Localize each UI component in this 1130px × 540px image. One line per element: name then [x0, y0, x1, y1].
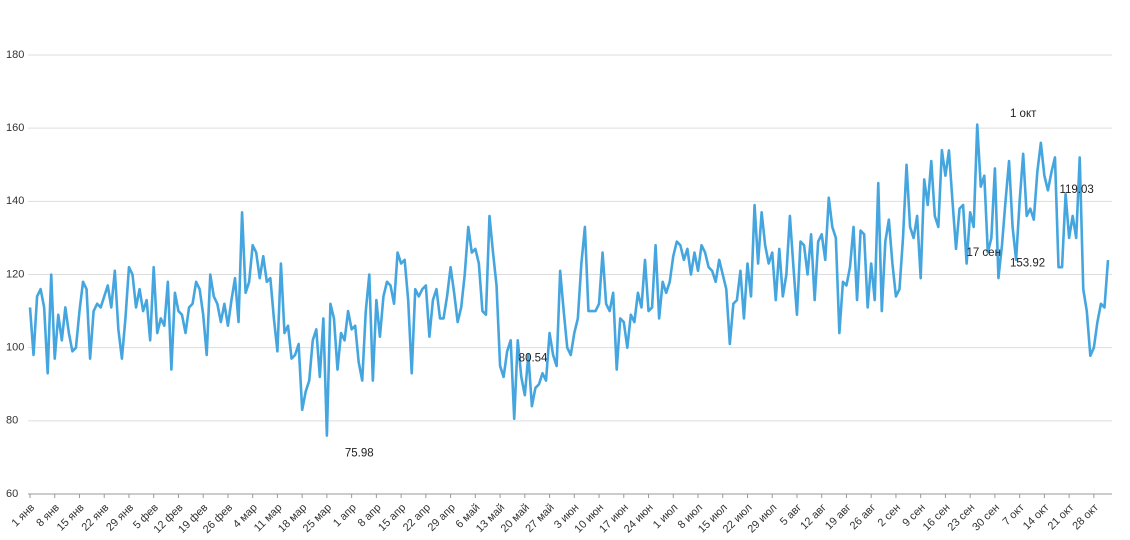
y-tick-label: 180: [6, 49, 24, 61]
x-tick-label: 21 окт: [1046, 502, 1077, 533]
x-tick-label: 1 янв: [10, 502, 38, 530]
x-tick-label: 30 сен: [970, 502, 1002, 534]
x-tick-label: 29 апр: [426, 502, 458, 534]
annotation-date: 1 окт: [1010, 108, 1037, 120]
x-tick-label: 29 янв: [104, 502, 136, 534]
annotation-value: 75.98: [345, 448, 374, 460]
annotation-value: 80.54: [519, 352, 548, 364]
x-tick-label: 28 окт: [1070, 502, 1101, 533]
y-tick-label: 80: [6, 415, 18, 427]
x-tick-label: 16 сен: [921, 502, 953, 534]
x-tick-label: 23 сен: [946, 502, 978, 534]
annotation-value: 153.92: [1010, 257, 1045, 269]
y-tick-label: 160: [6, 122, 24, 134]
x-tick-label: 1 июл: [651, 502, 681, 532]
x-tick-label: 26 авг: [848, 502, 879, 533]
x-tick-label: 14 окт: [1021, 502, 1052, 533]
y-tick-label: 100: [6, 342, 24, 354]
x-tick-label: 2 сен: [876, 502, 903, 529]
x-tick-label: 1 апр: [331, 502, 359, 530]
x-tick-label: 12 авг: [798, 502, 829, 533]
y-tick-label: 120: [6, 268, 24, 280]
annotation-value: 119.03: [1059, 184, 1093, 196]
x-tick-label: 19 авг: [823, 502, 854, 533]
y-tick-label: 140: [6, 195, 24, 207]
y-tick-label: 60: [6, 488, 18, 500]
annotation-date: 17 сен: [966, 247, 1000, 259]
data-line: [28, 123, 1110, 437]
